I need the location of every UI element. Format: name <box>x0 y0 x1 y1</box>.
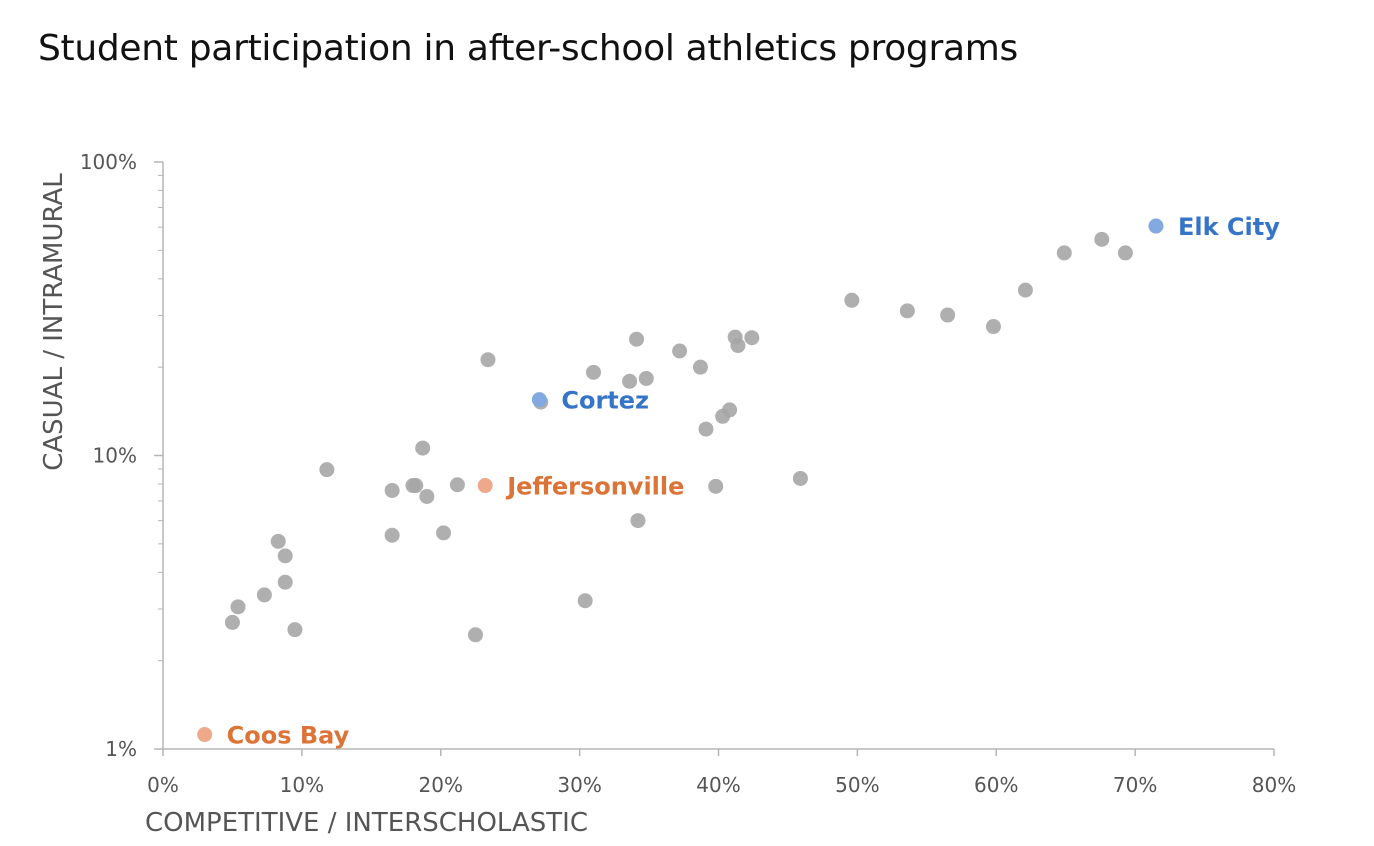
data-point <box>844 293 859 308</box>
data-point <box>578 593 593 608</box>
data-point <box>699 422 714 437</box>
x-tick-label: 60% <box>974 773 1018 797</box>
highlight-point-cortez <box>532 392 547 407</box>
x-tick-label: 40% <box>696 773 740 797</box>
axes: 0% 10% 20% 30% 40% 50% 60% 70% 80% 1% 10% 100% <box>80 150 1296 797</box>
data-point <box>672 344 687 359</box>
data-point <box>630 513 645 528</box>
data-point <box>225 615 240 630</box>
data-point <box>450 477 465 492</box>
y-tick-label: 10% <box>93 444 137 468</box>
data-point <box>468 627 483 642</box>
data-point <box>629 332 644 347</box>
point-label-elk-city: Elk City <box>1178 213 1280 241</box>
data-point <box>1094 232 1109 247</box>
point-label-cortez: Cortez <box>561 387 649 415</box>
data-point <box>1118 245 1133 260</box>
data-point <box>744 330 759 345</box>
data-point <box>408 478 423 493</box>
data-point <box>1057 245 1072 260</box>
x-tick-label: 10% <box>280 773 324 797</box>
data-point <box>986 319 1001 334</box>
data-point <box>639 371 654 386</box>
data-point <box>1018 283 1033 298</box>
highlight-point-coos-bay <box>197 727 212 742</box>
data-point <box>708 479 723 494</box>
data-point <box>257 587 272 602</box>
x-tick-label: 70% <box>1113 773 1157 797</box>
data-point <box>415 441 430 456</box>
data-point <box>900 303 915 318</box>
data-point <box>278 548 293 563</box>
highlight-point-jeffersonville <box>478 478 493 493</box>
data-point <box>586 365 601 380</box>
data-point <box>793 471 808 486</box>
data-point <box>230 599 245 614</box>
y-tick-label: 100% <box>80 150 137 174</box>
x-tick-label: 50% <box>835 773 879 797</box>
highlight-point-elk-city <box>1148 219 1163 234</box>
data-point <box>436 525 451 540</box>
y-tick-label: 1% <box>105 737 137 761</box>
data-point <box>480 352 495 367</box>
data-point <box>940 308 955 323</box>
point-label-coos-bay: Coos Bay <box>227 722 350 750</box>
x-tick-label: 80% <box>1252 773 1296 797</box>
point-label-jeffersonville: Jeffersonville <box>505 473 684 501</box>
point-labels: Elk City Cortez Jeffersonville Coos Bay <box>227 213 1281 749</box>
x-tick-label: 20% <box>419 773 463 797</box>
data-point <box>287 622 302 637</box>
data-point <box>730 338 745 353</box>
data-point <box>271 534 286 549</box>
x-tick-label: 0% <box>147 773 179 797</box>
data-point <box>419 489 434 504</box>
data-point <box>385 528 400 543</box>
data-point <box>722 402 737 417</box>
x-tick-label: 30% <box>557 773 601 797</box>
data-point <box>319 462 334 477</box>
data-point <box>278 575 293 590</box>
y-axis-title: CASUAL / INTRAMURAL <box>39 173 69 471</box>
x-axis-title: COMPETITIVE / INTERSCHOLASTIC <box>145 808 588 838</box>
data-point <box>693 360 708 375</box>
data-point <box>385 483 400 498</box>
